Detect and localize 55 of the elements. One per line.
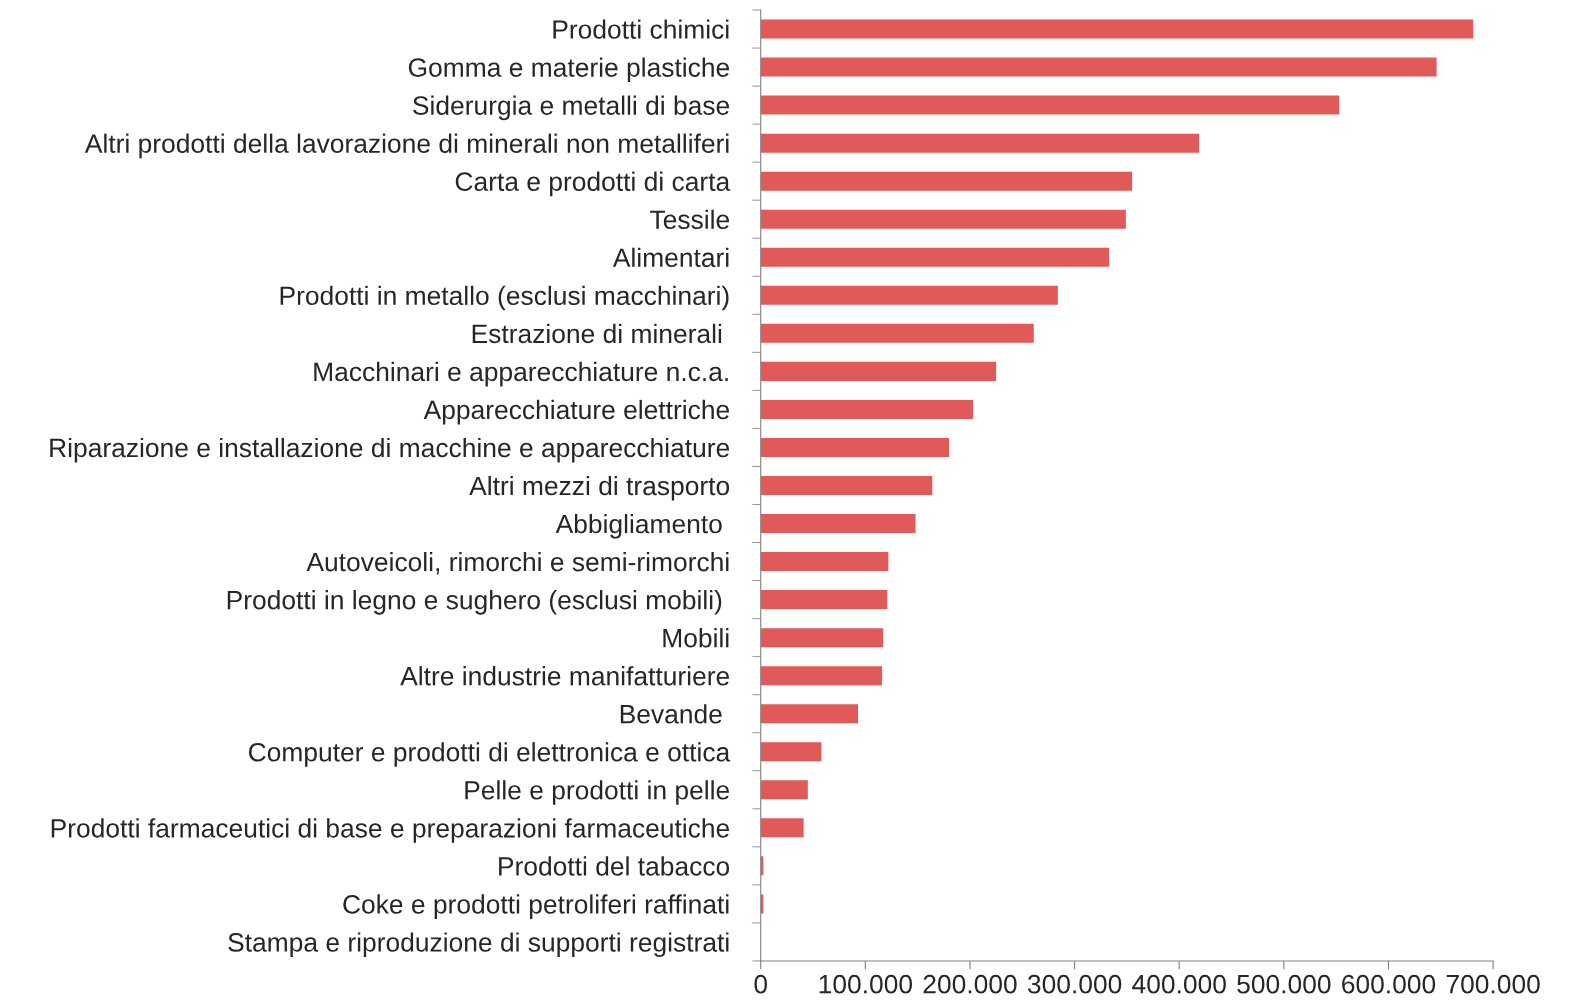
bar	[760, 780, 808, 800]
y-tick-label: Computer e prodotti di elettronica e ottica	[248, 742, 731, 767]
bar	[760, 361, 997, 381]
y-tick-label: Estrazione di minerali	[472, 323, 722, 344]
bar	[760, 19, 1474, 39]
y-tick-label: Altri mezzi di trasporto	[469, 475, 730, 501]
y-tick-label: Gomma e materie plastiche	[408, 57, 730, 83]
x-tick-label: 400.000	[1132, 974, 1226, 994]
y-tick-label: Prodotti farmaceutici di base e preparazioni farmaceutiche	[51, 818, 730, 843]
bar	[760, 552, 889, 572]
y-tick-label: Prodotti in legno e sughero (esclusi mobili)	[227, 590, 722, 615]
y-tick-label: Coke e prodotti petroliferi raffinati	[343, 894, 729, 919]
bar	[760, 437, 950, 457]
y-tick-label: Prodotti chimici	[553, 19, 729, 39]
bar	[760, 247, 1110, 267]
bar	[760, 475, 933, 495]
bar	[760, 57, 1437, 77]
bar	[760, 818, 804, 838]
x-tick-label: 100.000	[819, 974, 913, 994]
bar	[760, 171, 1133, 191]
y-tick-label: Autoveicoli, rimorchi e semi-rimorchi	[306, 552, 729, 575]
x-tick-label: 0	[754, 974, 768, 994]
x-tick-label: 700.000	[1446, 974, 1540, 994]
x-tick-label: 500.000	[1237, 974, 1331, 994]
y-tick-label: Alimentari	[612, 247, 729, 268]
x-tick-label: 600.000	[1342, 974, 1436, 994]
y-tick-label: Carta e prodotti di carta	[455, 171, 731, 197]
y-tick-label: Tessile	[650, 209, 729, 230]
bar	[760, 95, 1340, 115]
y-tick-label: Pelle e prodotti in pelle	[465, 780, 730, 805]
y-tick-label: Mobili	[663, 628, 729, 648]
bar	[760, 399, 974, 419]
y-tick-label: Riparazione e installazione di macchine e apparecchiature	[50, 437, 730, 463]
bar	[760, 285, 1058, 305]
y-tick-label: Altre industrie manifatturiere	[400, 666, 730, 686]
bar	[760, 209, 1126, 229]
y-tick-label: Apparecchiature elettriche	[423, 399, 730, 425]
bar	[760, 742, 822, 762]
x-tick-label: 200.000	[923, 974, 1017, 994]
y-tick-label: Altri prodotti della lavorazione di minerali non metalliferi	[84, 133, 729, 159]
y-tick-label: Abbigliamento	[555, 513, 722, 539]
y-tick-label: Macchinari e apparecchiature n.c.a.	[314, 361, 728, 387]
bar	[760, 514, 916, 534]
bar	[760, 628, 884, 648]
x-tick-label: 300.000	[1027, 974, 1122, 994]
bar	[760, 133, 1200, 153]
bar	[760, 590, 888, 610]
bar	[760, 323, 1034, 343]
bar	[760, 666, 883, 686]
y-tick-label: Stampa e riproduzione di supporti registrati	[228, 932, 729, 957]
y-tick-label: Bevande	[620, 704, 722, 724]
bar	[760, 704, 859, 724]
y-tick-label: Siderurgia e metalli di base	[413, 95, 730, 121]
y-tick-label: Prodotti del tabacco	[499, 856, 730, 876]
y-tick-label: Prodotti in metallo (esclusi macchinari)	[280, 285, 729, 311]
